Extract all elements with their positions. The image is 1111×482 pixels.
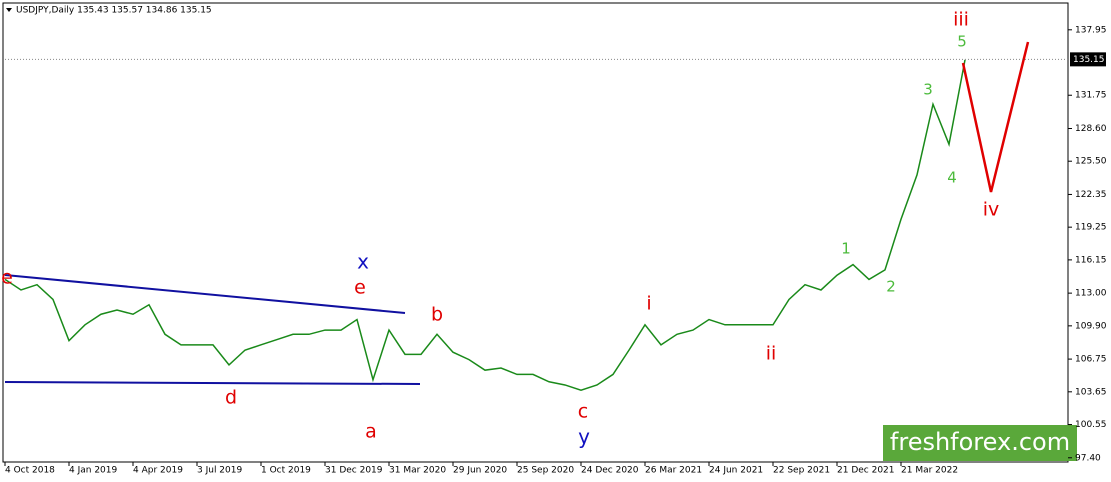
y-tick-label: 122.35: [1075, 190, 1107, 200]
wave-label: d: [225, 387, 237, 409]
x-tick-label: 24 Jun 2021: [709, 466, 763, 476]
projection: [961, 41, 1030, 193]
x-tick-label: 31 Mar 2020: [389, 466, 446, 476]
x-tick-label: 1 Oct 2019: [261, 466, 311, 476]
x-tick-label: 3 Jul 2019: [197, 466, 242, 476]
wave-label: e: [1, 267, 13, 289]
y-tick-label: 106.75: [1075, 355, 1107, 365]
chart-title: USDJPY,Daily 135.43 135.57 134.86 135.15: [16, 6, 212, 16]
y-tick-label: 128.60: [1075, 124, 1107, 134]
wave-label: 5: [957, 33, 967, 51]
watermark: freshforex.com: [890, 428, 1070, 456]
wave-label: y: [578, 425, 590, 449]
x-tick-label: 26 Mar 2021: [645, 466, 702, 476]
y-tick-label: 97.40: [1075, 453, 1101, 463]
x-tick-label: 21 Mar 2022: [901, 466, 958, 476]
x-tick-label: 29 Jun 2020: [453, 466, 507, 476]
wave-label: a: [365, 421, 377, 443]
x-tick-label: 22 Sep 2021: [773, 466, 830, 476]
y-tick-label: 113.00: [1075, 289, 1107, 299]
x-tick-label: 4 Oct 2018: [5, 466, 55, 476]
y-tick-label: 137.95: [1075, 25, 1107, 35]
wave-label: 3: [923, 81, 933, 99]
wave-label: 4: [947, 169, 957, 187]
y-tick-label: 103.65: [1075, 387, 1107, 397]
wave-label: iv: [983, 199, 1000, 221]
wave-label: iii: [953, 9, 969, 31]
x-tick-label: 4 Jan 2019: [69, 466, 117, 476]
marks: [4, 59, 966, 392]
y-tick-label: 131.75: [1075, 91, 1107, 101]
wave-label: x: [357, 250, 369, 274]
trend-line: [4, 274, 406, 314]
x-tick-label: 4 Apr 2019: [133, 466, 183, 476]
wave-label: e: [354, 277, 366, 299]
x-tick-label: 24 Dec 2020: [581, 466, 639, 476]
wave-label: b: [431, 304, 443, 326]
x-tick-label: 25 Sep 2020: [517, 466, 574, 476]
menu-arrow: [6, 8, 12, 12]
wave-label: i: [646, 293, 651, 315]
price-line: [4, 59, 966, 392]
wave-label: ii: [766, 343, 777, 365]
y-tick-label: 116.15: [1075, 255, 1107, 265]
trend-line: [4, 381, 421, 385]
y-tick-label: 119.25: [1075, 223, 1107, 233]
last-price-box: [1070, 52, 1106, 67]
last-price-label: 135.15: [1073, 55, 1105, 65]
wave-label: c: [578, 401, 588, 423]
plot-frame: [2, 2, 1069, 463]
x-tick-label: 21 Dec 2021: [837, 466, 895, 476]
y-tick-label: 125.50: [1075, 157, 1107, 167]
wave-label: 2: [886, 278, 896, 296]
wave-label: 1: [841, 240, 851, 258]
y-tick-label: 109.90: [1075, 321, 1107, 331]
watermark-box: [883, 425, 1077, 461]
x-tick-label: 31 Dec 2019: [325, 466, 383, 476]
y-tick-label: 100.55: [1075, 420, 1107, 430]
